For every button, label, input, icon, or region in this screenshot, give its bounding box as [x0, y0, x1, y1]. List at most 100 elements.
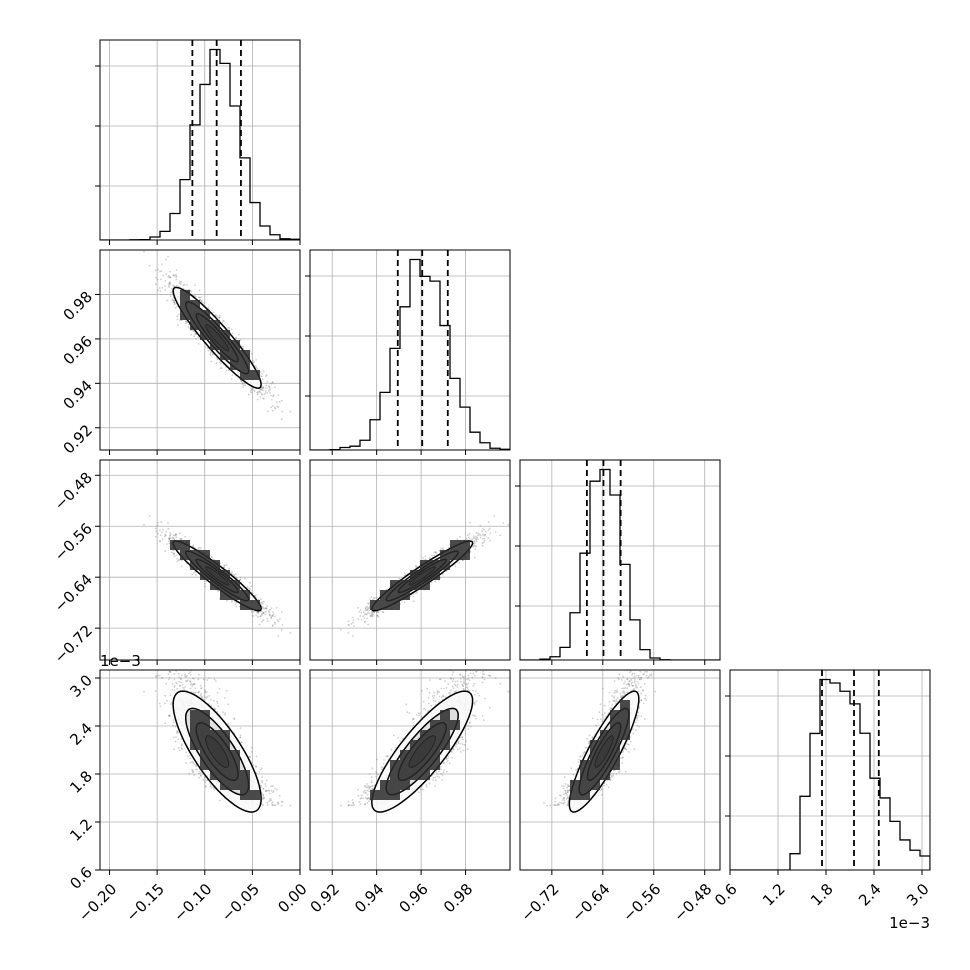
scatter-point: [198, 296, 201, 299]
density-bin: [200, 310, 210, 320]
scatter-point: [262, 389, 265, 392]
scatter-point: [180, 538, 183, 540]
scatter-point: [171, 536, 174, 539]
scatter-point: [231, 374, 234, 377]
scatter-point: [173, 303, 176, 306]
scatter-point: [220, 367, 222, 369]
scatter-point: [159, 290, 162, 292]
scatter-point: [268, 390, 270, 392]
density-bin: [220, 340, 230, 350]
scatter-point: [209, 353, 212, 356]
scatter-point: [166, 299, 168, 302]
scatter-point: [269, 614, 271, 617]
scatter-point: [178, 282, 181, 285]
scatter-point: [256, 616, 259, 618]
scatter-point: [154, 269, 157, 272]
scatter-point: [172, 285, 175, 288]
scatter-point: [168, 284, 170, 287]
scatter-point: [179, 319, 181, 322]
density-bin: [210, 330, 220, 340]
scatter-point: [159, 540, 162, 542]
scatter-point: [250, 388, 253, 391]
density-bin: [220, 330, 230, 340]
scatter-point: [167, 537, 170, 540]
scatter-point: [180, 537, 183, 540]
scatter-point: [239, 578, 242, 581]
scatter-point: [218, 316, 221, 319]
scatter-point: [175, 284, 178, 287]
scatter-point: [175, 273, 177, 276]
scatter-point: [256, 367, 259, 370]
scatter-point: [158, 540, 161, 543]
scatter-point: [260, 375, 262, 377]
scatter-point: [256, 391, 258, 394]
scatter-point: [259, 615, 262, 617]
scatter-point: [265, 607, 268, 610]
scatter-point: [281, 410, 284, 413]
scatter-point: [277, 620, 280, 623]
scatter-point: [256, 611, 259, 614]
scatter-point: [179, 532, 182, 535]
scatter-panel-2-0: −0.72−0.64−0.56−0.48: [51, 459, 301, 667]
scatter-point: [256, 393, 259, 396]
scatter-point: [255, 359, 257, 361]
scatter-point: [171, 287, 173, 290]
histogram-step: [100, 48, 300, 240]
scatter-point: [259, 371, 262, 373]
scatter-point: [190, 333, 193, 336]
scatter-point: [172, 274, 175, 277]
scatter-point: [207, 349, 210, 352]
scatter-point: [154, 527, 157, 530]
density-bin: [200, 320, 210, 330]
scatter-point: [165, 258, 167, 261]
density-bin: [210, 320, 220, 330]
scatter-point: [197, 547, 200, 550]
scatter-point: [160, 521, 163, 524]
scatter-point: [219, 362, 222, 365]
scatter-point: [263, 611, 265, 614]
scatter-point: [158, 287, 161, 289]
y-tick-label: 0.96: [60, 332, 96, 368]
scatter-point: [264, 392, 267, 394]
scatter-point: [211, 556, 213, 558]
scatter-point: [268, 609, 270, 612]
scatter-point: [187, 326, 190, 328]
scatter-panel-1-0: 0.920.940.960.98: [60, 249, 301, 457]
scatter-point: [187, 288, 190, 291]
scatter-point: [244, 384, 246, 387]
density-bin: [200, 330, 210, 340]
scatter-point: [180, 281, 183, 283]
scatter-point: [175, 269, 178, 271]
scatter-point: [240, 380, 243, 383]
scatter-point: [248, 587, 251, 590]
scatter-point: [218, 316, 221, 319]
y-tick-label: 0.98: [60, 288, 96, 324]
scatter-point: [265, 374, 268, 376]
scatter-point: [176, 305, 179, 308]
scatter-point: [252, 611, 255, 613]
scatter-point: [248, 581, 251, 584]
scatter-point: [244, 577, 246, 580]
scatter-point: [250, 387, 252, 390]
scatter-point: [168, 282, 171, 285]
scatter-point: [272, 395, 274, 398]
scatter-point: [277, 635, 280, 637]
scatter-point: [253, 390, 256, 393]
scatter-point: [214, 314, 217, 316]
scatter-point: [238, 333, 240, 336]
scatter-point: [239, 339, 242, 341]
scatter-point: [221, 321, 224, 324]
scatter-point: [271, 614, 274, 617]
scatter-point: [193, 295, 196, 297]
scatter-point: [225, 564, 228, 566]
scatter-point: [204, 346, 207, 348]
scatter-point: [235, 605, 238, 608]
scatter-point: [194, 295, 197, 298]
density-bin: [190, 310, 200, 320]
scatter-point: [162, 274, 165, 277]
scatter-point: [186, 284, 188, 286]
scatter-point: [257, 611, 260, 613]
scatter-point: [247, 393, 250, 396]
scatter-point: [186, 321, 189, 323]
scatter-point: [168, 286, 171, 288]
